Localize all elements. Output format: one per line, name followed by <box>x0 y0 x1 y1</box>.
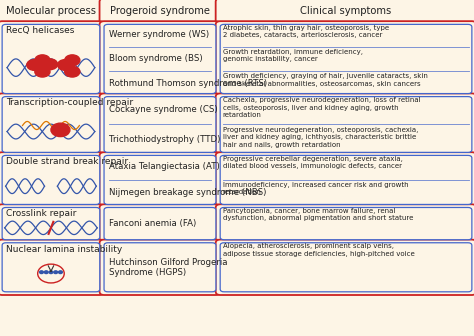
Circle shape <box>35 55 50 66</box>
FancyBboxPatch shape <box>104 97 216 153</box>
FancyBboxPatch shape <box>104 243 216 292</box>
FancyBboxPatch shape <box>216 21 474 97</box>
Circle shape <box>58 59 73 70</box>
Text: Cachexia, progressive neurodegeneration, loss of retinal
cells, osteoporosis, li: Cachexia, progressive neurodegeneration,… <box>223 97 420 118</box>
Text: Clinical symptoms: Clinical symptoms <box>301 6 392 16</box>
Text: Alopecia, atherosclerosis, prominent scalp veins,
adipose tissue storage deficie: Alopecia, atherosclerosis, prominent sca… <box>223 243 415 257</box>
Circle shape <box>51 123 70 136</box>
Circle shape <box>35 66 50 77</box>
Text: Ataxia Telangiectasia (AT): Ataxia Telangiectasia (AT) <box>109 162 219 171</box>
FancyBboxPatch shape <box>220 25 472 94</box>
FancyBboxPatch shape <box>216 93 474 156</box>
FancyBboxPatch shape <box>2 243 100 292</box>
Text: Hutchinson Gilford Progeria
Syndrome (HGPS): Hutchinson Gilford Progeria Syndrome (HG… <box>109 258 227 277</box>
Text: Growth deficiency, graying of hair, juvenile cataracts, skin
and skeletal abnorm: Growth deficiency, graying of hair, juve… <box>223 73 428 87</box>
FancyBboxPatch shape <box>220 97 472 153</box>
FancyBboxPatch shape <box>2 97 100 153</box>
FancyBboxPatch shape <box>216 204 474 243</box>
Text: Rothmund Thomson syndrome (RTS): Rothmund Thomson syndrome (RTS) <box>109 79 267 88</box>
Text: Molecular process: Molecular process <box>6 6 96 16</box>
Text: Werner syndrome (WS): Werner syndrome (WS) <box>109 30 209 39</box>
Text: Pancytopenia, cancer, bone marrow failure, renal
dysfunction, abnormal pigmentat: Pancytopenia, cancer, bone marrow failur… <box>223 208 413 221</box>
FancyBboxPatch shape <box>0 0 104 25</box>
Text: Progressive neurodegeneration, osteoporosis, cachexia,
liver and kidney aging, i: Progressive neurodegeneration, osteoporo… <box>223 127 418 148</box>
FancyBboxPatch shape <box>216 152 474 208</box>
Text: RecQ helicases: RecQ helicases <box>6 26 74 35</box>
Text: Progressive cerebellar degeneration, severe ataxia,
dilated blood vessels, immun: Progressive cerebellar degeneration, sev… <box>223 156 402 169</box>
Text: Immunodeficiency, increased cancer risk and growth
retardation: Immunodeficiency, increased cancer risk … <box>223 182 409 196</box>
Text: Cockayne syndrome (CS): Cockayne syndrome (CS) <box>109 105 217 114</box>
Text: Transcription-coupled repair: Transcription-coupled repair <box>6 98 133 108</box>
Text: Bloom syndrome (BS): Bloom syndrome (BS) <box>109 54 202 64</box>
Text: Nuclear lamina instability: Nuclear lamina instability <box>6 245 122 254</box>
FancyBboxPatch shape <box>0 152 104 208</box>
FancyBboxPatch shape <box>220 155 472 204</box>
Text: Crosslink repair: Crosslink repair <box>6 209 76 218</box>
FancyBboxPatch shape <box>0 204 104 243</box>
Circle shape <box>54 271 58 274</box>
FancyBboxPatch shape <box>104 155 216 204</box>
Circle shape <box>64 55 80 66</box>
Circle shape <box>58 271 63 274</box>
Text: Nijmegen breakage syndrome (NBS): Nijmegen breakage syndrome (NBS) <box>109 188 266 198</box>
FancyBboxPatch shape <box>216 240 474 295</box>
Text: Progeroid syndrome: Progeroid syndrome <box>110 6 210 16</box>
Text: Fanconi anemia (FA): Fanconi anemia (FA) <box>109 219 196 228</box>
FancyBboxPatch shape <box>100 93 220 156</box>
FancyBboxPatch shape <box>220 243 472 292</box>
FancyBboxPatch shape <box>100 21 220 97</box>
FancyBboxPatch shape <box>0 93 104 156</box>
FancyBboxPatch shape <box>2 25 100 94</box>
Text: Double strand break repair: Double strand break repair <box>6 157 128 166</box>
Circle shape <box>44 271 48 274</box>
Circle shape <box>49 271 53 274</box>
FancyBboxPatch shape <box>220 207 472 240</box>
Circle shape <box>27 59 42 70</box>
FancyBboxPatch shape <box>0 240 104 295</box>
FancyBboxPatch shape <box>100 204 220 243</box>
FancyBboxPatch shape <box>104 25 216 94</box>
Text: Growth retardation, immune deficiency,
genomic instability, cancer: Growth retardation, immune deficiency, g… <box>223 49 363 62</box>
Text: Atrophic skin, thin gray hair, osteoporosis, type
2 diabetes, cataracts, arterio: Atrophic skin, thin gray hair, osteoporo… <box>223 25 389 38</box>
Text: Trichothiodystrophy (TTD): Trichothiodystrophy (TTD) <box>109 135 220 144</box>
FancyBboxPatch shape <box>100 152 220 208</box>
FancyBboxPatch shape <box>216 0 474 25</box>
Circle shape <box>39 271 43 274</box>
FancyBboxPatch shape <box>100 0 220 25</box>
FancyBboxPatch shape <box>104 207 216 240</box>
Circle shape <box>42 59 58 70</box>
FancyBboxPatch shape <box>2 155 100 204</box>
FancyBboxPatch shape <box>2 207 100 240</box>
FancyBboxPatch shape <box>100 240 220 295</box>
Circle shape <box>64 66 80 77</box>
FancyBboxPatch shape <box>0 21 104 97</box>
